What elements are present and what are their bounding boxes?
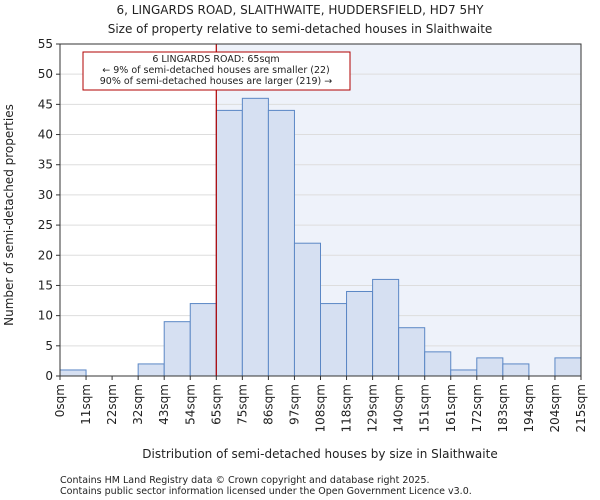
x-tick-label: 215sqm xyxy=(574,384,588,432)
bar-54sqm xyxy=(189,303,217,377)
bar-108sqm xyxy=(320,303,348,377)
footer-line-1: Contains HM Land Registry data © Crown c… xyxy=(60,475,430,486)
bar-183sqm xyxy=(502,363,530,377)
annotation-line-1: 6 LINGARDS ROAD: 65sqm xyxy=(152,54,279,65)
x-tick-label: 183sqm xyxy=(496,384,510,432)
x-tick-label: 65sqm xyxy=(209,384,223,425)
y-tick-label: 45 xyxy=(38,97,53,111)
y-tick-label: 50 xyxy=(38,67,53,81)
annotation-line-2: ← 9% of semi-detached houses are smaller… xyxy=(102,65,330,76)
y-tick-label: 10 xyxy=(38,309,53,323)
bar-118sqm xyxy=(346,290,374,377)
x-axis-ticks: 0sqm 11sqm 22sqm 32sqm 43sqm 54sqm 65sqm 75sqm 8… xyxy=(53,376,588,432)
bar-75sqm xyxy=(241,97,269,377)
chart-title: 6, LINGARDS ROAD, SLAITHWAITE, HUDDERSFI… xyxy=(117,3,485,17)
bar-32sqm xyxy=(137,363,165,377)
y-axis-ticks: 0 5 10 15 20 25 30 35 40 45 50 55 xyxy=(38,37,60,383)
x-axis-label: Distribution of semi-detached houses by … xyxy=(142,447,497,461)
annotation-line-3: 90% of semi-detached houses are larger (… xyxy=(100,76,333,87)
y-tick-label: 5 xyxy=(45,339,53,353)
x-tick-label: 129sqm xyxy=(366,384,380,432)
bar-43sqm xyxy=(163,321,191,377)
bar-172sqm xyxy=(476,357,504,377)
bar-65sqm xyxy=(215,109,243,377)
x-tick-label: 11sqm xyxy=(79,384,93,425)
chart-subtitle: Size of property relative to semi-detach… xyxy=(108,22,493,36)
annotation-frame xyxy=(82,51,351,91)
x-tick-label: 0sqm xyxy=(53,384,67,417)
x-tick-label: 118sqm xyxy=(340,384,354,432)
x-tick-label: 97sqm xyxy=(287,384,301,425)
bar-204sqm xyxy=(554,357,582,377)
y-tick-label: 30 xyxy=(38,188,53,202)
bar-129sqm xyxy=(372,278,400,377)
y-tick-label: 25 xyxy=(38,218,53,232)
x-tick-label: 54sqm xyxy=(183,384,197,425)
x-tick-label: 172sqm xyxy=(470,384,484,432)
x-tick-label: 151sqm xyxy=(418,384,432,432)
x-tick-label: 108sqm xyxy=(314,384,328,432)
x-tick-label: 43sqm xyxy=(157,384,171,425)
y-tick-label: 40 xyxy=(38,128,53,142)
bar-140sqm xyxy=(398,327,426,377)
y-tick-label: 55 xyxy=(38,37,53,51)
x-tick-label: 204sqm xyxy=(548,384,562,432)
x-tick-label: 140sqm xyxy=(392,384,406,432)
y-tick-label: 20 xyxy=(38,248,53,262)
bar-86sqm xyxy=(267,109,295,377)
x-tick-label: 22sqm xyxy=(105,384,119,425)
x-tick-label: 75sqm xyxy=(235,384,249,425)
annotation-box: 6 LINGARDS ROAD: 65sqm ← 9% of semi-deta… xyxy=(82,51,351,91)
bars xyxy=(59,97,582,377)
x-tick-label: 161sqm xyxy=(444,384,458,432)
x-tick-label: 86sqm xyxy=(261,384,275,425)
y-tick-label: 15 xyxy=(38,278,53,292)
x-tick-label: 32sqm xyxy=(131,384,145,425)
y-tick-label: 0 xyxy=(45,369,53,383)
bar-151sqm xyxy=(424,351,452,377)
bar-0sqm xyxy=(59,369,87,377)
y-tick-label: 35 xyxy=(38,158,53,172)
bar-161sqm xyxy=(450,369,478,377)
footer-line-2: Contains public sector information licen… xyxy=(60,486,472,497)
bar-97sqm xyxy=(293,242,322,377)
x-tick-label: 194sqm xyxy=(522,384,536,432)
y-axis-label: Number of semi-detached properties xyxy=(2,104,16,326)
